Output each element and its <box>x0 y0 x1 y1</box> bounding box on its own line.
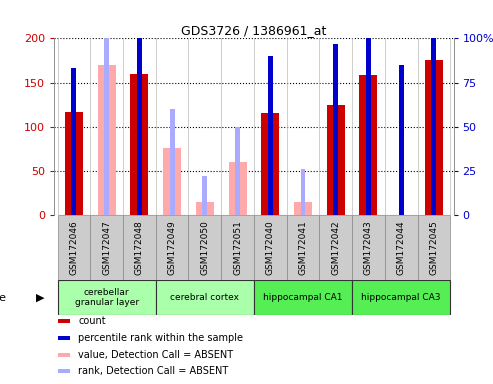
Bar <box>123 215 156 280</box>
Bar <box>58 215 90 280</box>
Bar <box>425 60 443 215</box>
Bar <box>294 202 312 215</box>
Text: ▶: ▶ <box>36 293 44 303</box>
Bar <box>352 280 450 315</box>
Text: GSM172041: GSM172041 <box>298 220 308 275</box>
Bar <box>352 215 385 280</box>
Text: count: count <box>78 316 106 326</box>
Bar <box>58 280 156 315</box>
Bar <box>431 35 436 215</box>
Bar <box>58 353 70 357</box>
Bar <box>196 202 214 215</box>
Bar <box>221 215 254 280</box>
Text: hippocampal CA1: hippocampal CA1 <box>263 293 343 302</box>
Text: GSM172044: GSM172044 <box>397 220 406 275</box>
Text: GSM172046: GSM172046 <box>70 220 78 275</box>
Bar <box>137 38 142 215</box>
Text: value, Detection Call = ABSENT: value, Detection Call = ABSENT <box>78 349 233 359</box>
Bar <box>327 104 345 215</box>
Text: percentile rank within the sample: percentile rank within the sample <box>78 333 243 343</box>
Bar <box>319 215 352 280</box>
Bar <box>385 215 418 280</box>
Bar <box>104 33 109 215</box>
Bar <box>58 319 70 323</box>
Bar <box>301 169 306 215</box>
Text: rank, Detection Call = ABSENT: rank, Detection Call = ABSENT <box>78 366 228 376</box>
Bar <box>65 112 83 215</box>
Bar <box>254 280 352 315</box>
Bar <box>359 76 378 215</box>
Bar <box>58 369 70 373</box>
Bar <box>333 44 338 215</box>
Text: GSM172051: GSM172051 <box>233 220 242 275</box>
Bar <box>261 114 279 215</box>
Text: cerebral cortex: cerebral cortex <box>170 293 239 302</box>
Text: GSM172040: GSM172040 <box>266 220 275 275</box>
Bar <box>254 215 286 280</box>
Bar <box>71 68 76 215</box>
Bar <box>98 65 115 215</box>
Text: cerebellar
granular layer: cerebellar granular layer <box>74 288 139 307</box>
Bar <box>188 215 221 280</box>
Text: GSM172045: GSM172045 <box>429 220 438 275</box>
Bar <box>418 215 450 280</box>
Text: GSM172050: GSM172050 <box>200 220 210 275</box>
Bar <box>163 148 181 215</box>
Bar <box>399 65 404 215</box>
Text: GSM172042: GSM172042 <box>331 220 340 275</box>
Text: tissue: tissue <box>0 293 10 303</box>
Text: GSM172043: GSM172043 <box>364 220 373 275</box>
Bar <box>170 109 175 215</box>
Text: GSM172049: GSM172049 <box>168 220 176 275</box>
Bar <box>130 74 148 215</box>
Bar <box>286 215 319 280</box>
Bar <box>90 215 123 280</box>
Bar <box>156 280 254 315</box>
Bar <box>58 336 70 340</box>
Bar <box>202 176 207 215</box>
Text: GSM172048: GSM172048 <box>135 220 144 275</box>
Bar <box>229 162 246 215</box>
Bar <box>235 127 240 215</box>
Text: GSM172047: GSM172047 <box>102 220 111 275</box>
Text: hippocampal CA3: hippocampal CA3 <box>361 293 441 302</box>
Bar <box>156 215 188 280</box>
Bar <box>366 38 371 215</box>
Title: GDS3726 / 1386961_at: GDS3726 / 1386961_at <box>181 24 326 37</box>
Bar <box>268 56 273 215</box>
